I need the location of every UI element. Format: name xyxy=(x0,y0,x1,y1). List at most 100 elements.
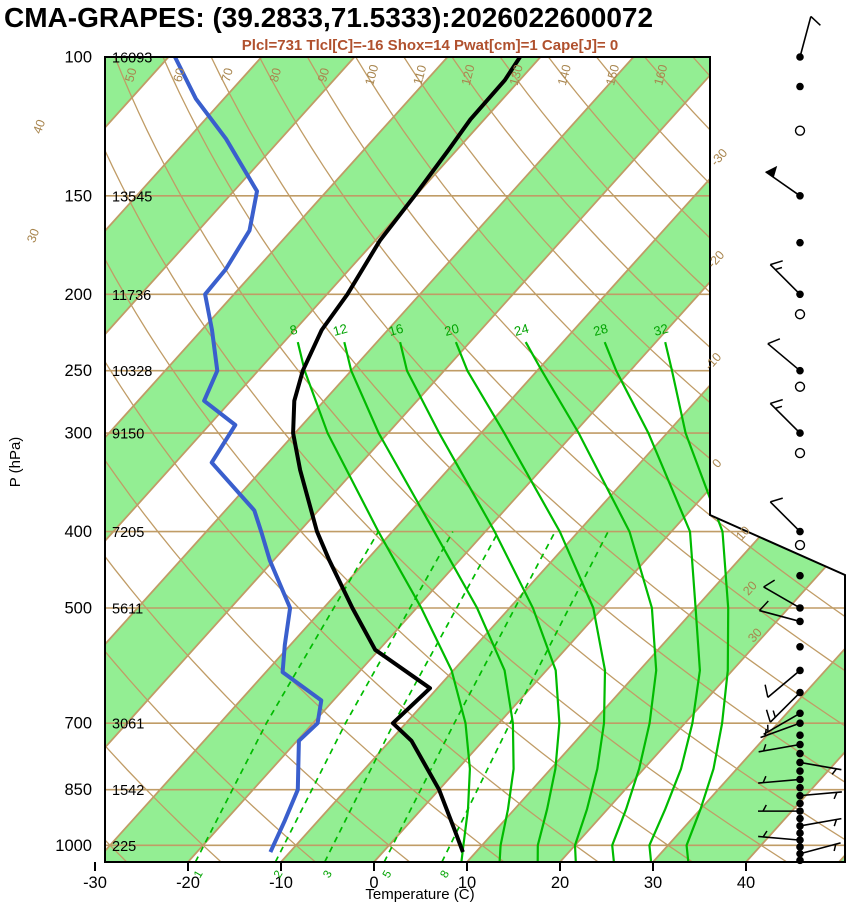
station-dot xyxy=(796,799,804,808)
mixing-ratio-line xyxy=(274,531,454,862)
wind-barb xyxy=(796,767,804,775)
barb-pennant xyxy=(765,165,778,178)
dry-adiabat-line xyxy=(210,57,845,862)
moist-adiabat-lines xyxy=(296,341,730,862)
mixing-ratio-line xyxy=(194,531,380,862)
dry-adiabat-line xyxy=(162,57,845,862)
barb-half xyxy=(775,405,783,410)
temp-tick-label: 20 xyxy=(551,874,569,892)
wind-barb xyxy=(796,82,804,91)
mixing-ratio-label: 2 xyxy=(272,869,286,881)
left-adiabat-label: 40 xyxy=(30,118,48,136)
left-adiabat-label: 30 xyxy=(24,227,42,245)
x-axis-title: Temperature (C) xyxy=(365,886,474,903)
moist-adiabat-label: 16 xyxy=(387,321,405,339)
pressure-label-500: 500 xyxy=(64,599,92,617)
moist-adiabat-label: 32 xyxy=(652,321,670,339)
barb-full xyxy=(763,579,776,588)
wind-barb xyxy=(769,260,804,299)
barb-staff xyxy=(758,743,801,753)
wind-barb xyxy=(764,666,804,699)
dry-adiabat-line xyxy=(105,57,411,862)
station-dot xyxy=(796,856,804,865)
station-dot xyxy=(796,767,804,775)
temp-tick-label: 0 xyxy=(369,874,378,892)
station-circle xyxy=(794,539,806,551)
station-circle xyxy=(794,309,806,320)
moist-adiabat-line xyxy=(343,341,515,862)
chart-title: CMA-GRAPES: (39.2833,71.5333):2026022600… xyxy=(4,2,653,33)
dry-adiabat-line xyxy=(105,57,316,862)
wind-barb xyxy=(767,338,804,375)
moist-adiabat-label: 20 xyxy=(443,321,461,339)
barb-staff xyxy=(769,501,801,533)
shaded-band xyxy=(105,57,541,862)
barb-staff xyxy=(767,343,801,372)
dry-adiabat-label: 140 xyxy=(555,63,574,87)
barb-staff xyxy=(767,669,801,699)
wind-barb xyxy=(796,642,804,651)
wind-barb xyxy=(796,15,821,61)
wind-barb xyxy=(796,749,804,758)
dry-adiabat-line xyxy=(547,57,845,862)
barb-half xyxy=(762,830,768,838)
barb-staff xyxy=(758,778,801,784)
barb-staff xyxy=(799,16,812,58)
wind-barb xyxy=(765,165,804,200)
height-label-200: 11736 xyxy=(112,288,151,304)
isotherm-line xyxy=(105,57,728,862)
isobar-lines xyxy=(105,57,845,847)
barb-half xyxy=(762,775,767,783)
wind-barb xyxy=(794,125,806,136)
chart-subtitle: Plcl=731 Tlcl[C]=-16 Shox=14 Pwat[cm]=1 … xyxy=(242,37,618,54)
wind-barb xyxy=(796,791,842,800)
barb-staff xyxy=(758,835,801,841)
wind-barb xyxy=(763,709,804,735)
dry-adiabat-line xyxy=(499,57,845,862)
wind-barb xyxy=(796,842,841,858)
wind-barb xyxy=(796,238,804,247)
wind-barb xyxy=(760,719,804,739)
barb-full xyxy=(770,260,783,266)
mixing-ratio-label: 1 xyxy=(192,869,206,881)
temp-tick-label: 30 xyxy=(644,874,662,892)
dry-adiabat-label: 120 xyxy=(459,63,478,87)
isotherm-line xyxy=(105,57,449,862)
station-dot xyxy=(796,783,804,792)
temp-tick-label: 10 xyxy=(458,874,476,892)
barb-half xyxy=(762,744,767,752)
temp-tick-label: -10 xyxy=(269,874,293,892)
mixing-ratio-line xyxy=(441,531,609,862)
wind-barb xyxy=(758,775,804,784)
barb-full xyxy=(764,684,769,698)
isotherm-line xyxy=(105,57,263,862)
barb-full xyxy=(758,600,769,612)
height-label-700: 3061 xyxy=(112,717,144,733)
isotherm-line xyxy=(105,57,821,862)
temp-tick-label: -20 xyxy=(176,874,200,892)
moist-adiabat-line xyxy=(524,341,658,862)
height-label-250: 10328 xyxy=(112,364,152,380)
station-dot xyxy=(796,749,804,758)
station-dot xyxy=(796,82,804,91)
dry-adiabat-label: 100 xyxy=(362,63,381,87)
wind-barb xyxy=(796,829,804,837)
barb-staff xyxy=(769,264,801,295)
height-label-300: 9150 xyxy=(112,427,144,443)
pressure-label-300: 300 xyxy=(64,425,92,443)
wind-barb xyxy=(765,688,804,723)
dry-adiabat-label: 60 xyxy=(171,66,188,83)
temp-axis-ticks: -30 -20 -10 0 10 20 30 40 xyxy=(83,862,755,892)
wind-barb xyxy=(796,758,842,775)
dry-adiabat-line xyxy=(105,57,505,862)
barb-staff xyxy=(799,842,841,855)
wind-barb xyxy=(758,600,804,626)
wind-barb xyxy=(796,817,842,830)
wind-barb xyxy=(794,381,806,392)
dry-adiabat-label: 70 xyxy=(219,66,236,83)
wind-barb xyxy=(758,804,804,815)
barb-half xyxy=(764,728,767,736)
dry-adiabat-label: 160 xyxy=(651,63,670,87)
dry-adiabat-label: 110 xyxy=(411,63,430,86)
